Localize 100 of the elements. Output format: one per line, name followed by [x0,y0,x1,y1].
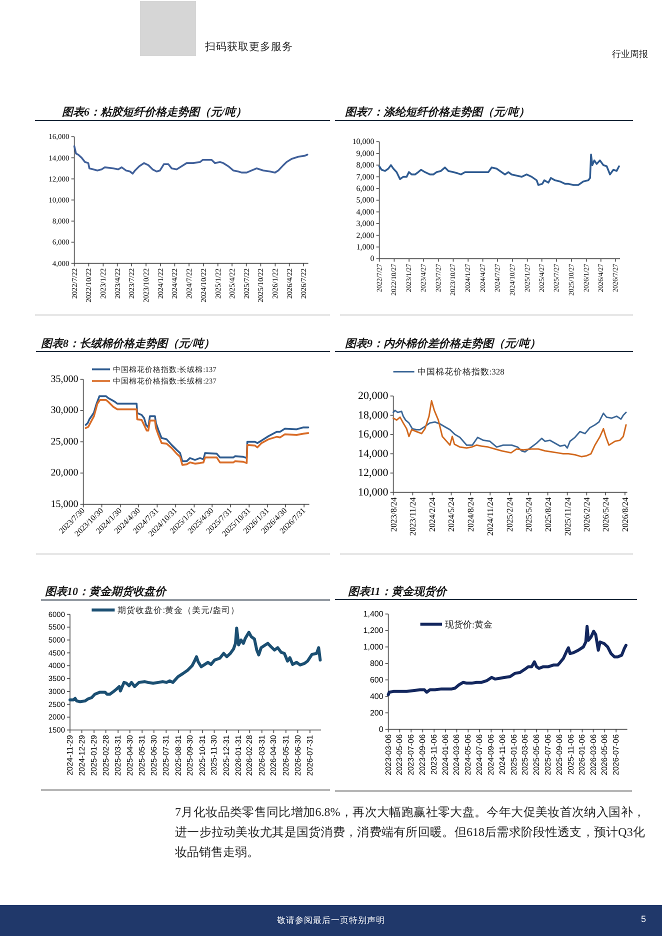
x-tick-label: 2023/8/24 [388,496,398,532]
x-tick-label: 2025-08-31 [174,734,183,776]
x-tick-label: 2025-03-31 [114,734,123,776]
x-tick-label: 2024/8/24 [466,496,476,532]
x-tick-label: 2024/5/24 [446,496,456,532]
x-tick-label: 2026-01-31 [234,734,244,776]
x-tick-label: 2025-11-30 [210,734,219,776]
y-tick-label: 30,000 [50,405,78,416]
y-tick-label: 20,000 [358,390,389,402]
y-tick-label: 20,000 [50,468,78,479]
x-tick-label: 2024-03-06 [452,734,462,776]
legend-label: 中国棉花价格指数:328 [417,366,504,377]
x-tick-label: 2025-01-06 [509,734,518,776]
y-tick-label: 8,000 [356,160,374,170]
y-tick-label: 1,000 [356,242,374,252]
chart-title: 图表8：长绒棉价格走势图（元/吨） [41,337,215,350]
y-tick-label: 9,000 [356,148,374,158]
y-tick-label: 15,000 [50,498,78,510]
x-tick-label: 2026-07-31 [305,734,314,776]
y-tick-label: 6,000 [356,184,374,193]
legend-label: 期货收盘价:黄金（美元/盎司） [118,605,240,615]
y-tick-label: 400 [370,692,384,701]
x-tick-label: 2025-03-06 [520,734,530,776]
y-tick-label: 7,000 [356,172,374,182]
x-tick-label: 2023-07-06 [406,734,416,776]
x-tick-label: 2026-07-06 [612,734,621,776]
text: 扫码获取更多服务 [205,41,293,54]
x-tick-label: 2026-05-06 [600,734,610,776]
x-tick-label: 2026/8/24 [620,496,630,532]
x-tick-label: 2026-03-31 [257,734,266,776]
x-tick-label: 2026-01-06 [578,734,587,776]
x-tick-label: 2025/11/24 [562,496,572,536]
x-tick-label: 2025-05-06 [532,734,541,776]
x-tick-label: 2025-02-28 [101,734,110,776]
x-tick-label: 2024/2/24 [427,496,438,532]
y-tick-label: 25,000 [50,436,78,448]
x-tick-label: 2024-01-06 [441,734,450,776]
x-tick-label: 2025/2/24 [504,496,515,532]
x-tick-label: 2026/2/24 [582,496,592,532]
x-tick-label: 2025/5/24 [523,496,534,532]
y-tick-label: 1,000 [363,642,384,652]
y-tick-label: 16,000 [358,428,389,441]
chart-title: 图表7：涤纶短纤价格走势图（元/吨） [345,106,530,118]
x-tick-label: 2025-01-29 [90,734,99,776]
y-tick-label: 12,000 [358,467,389,480]
y-tick-label: 10,000 [358,486,389,498]
line-series [73,145,308,175]
text: 7月化妆品类零售同比增加6.8%，再次大幅跑赢社零大盘。今年大促美妆首次纳入国补，进一步拉动美妆尤其是国货消费，消费端有所回暖。但618后需求阶段性透支，预计Q3化妆品销售走弱。 [175,804,645,861]
x-tick-label: 2023-11-06 [430,734,439,775]
x-tick-label: 2025-12-31 [222,734,231,776]
x-tick-label: 2026-06-30 [293,734,302,776]
x-tick-label: 2025-09-30 [186,734,195,776]
y-tick-label: 5,000 [356,196,374,205]
y-tick-label: 800 [370,658,384,668]
x-tick-label: 2024-11-06 [498,734,508,775]
y-tick-label: 0 [378,724,384,734]
line-series [68,626,322,704]
x-tick-label: 2025-11-06 [566,734,576,775]
x-tick-label: 2025-07-06 [543,734,552,776]
x-tick-label: 2023-05-06 [395,734,404,776]
x-tick-label: 2023/11/24 [408,496,418,536]
x-tick-label: 2026-04-30 [269,734,278,776]
x-tick-label: 2026-02-28 [245,734,254,776]
chart-title: 图表11：黄金现货价 [348,585,448,598]
chart-title: 图表6：粘胶短纤价格走势图（元/吨） [62,106,247,118]
y-tick-label: 10,000 [352,137,374,146]
x-tick-label: 2026-03-06 [588,734,598,776]
y-tick-label: 0 [370,254,374,264]
text: 5 [640,914,646,925]
text: 行业周报 [612,49,648,60]
line-series [392,410,627,453]
x-tick-label: 2024-09-06 [486,734,496,776]
x-tick-label: 2024/11/24 [485,496,496,536]
x-tick-label: 2025-10-31 [198,734,207,776]
x-tick-label: 2025-07-31 [162,734,171,776]
legend-label: 现货价:黄金 [445,619,493,630]
y-tick-label: 35,000 [50,374,78,385]
x-tick-label: 2023-03-06 [384,734,393,776]
x-tick-label: 2023-09-06 [418,734,428,776]
y-tick-label: 200 [370,708,384,718]
x-tick-label: 2024-12-29 [77,734,86,776]
x-tick-label: 2025-04-30 [125,734,134,776]
x-tick-label: 2024-11-29 [66,734,74,776]
chart-title: 图表9：内外棉价差价格走势图（元/吨） [345,337,541,350]
x-tick-label: 2025/8/24 [542,496,553,532]
x-tick-label: 2025-06-30 [149,734,158,776]
x-tick-label: 2026-05-31 [281,734,290,776]
x-tick-label: 2025-09-06 [554,734,564,776]
y-tick-label: 1,400 [363,610,384,618]
y-tick-label: 1,200 [363,626,384,635]
text: 敬请参阅最后一页特别声明 [277,915,385,926]
x-tick-label: 2026/5/24 [600,496,611,532]
line-series [392,400,627,458]
line-series [378,154,620,186]
y-tick-label: 600 [370,675,384,684]
y-tick-label: 14,000 [358,448,389,460]
x-tick-label: 2024-07-06 [475,734,484,776]
y-tick-label: 3,000 [356,219,374,228]
y-tick-label: 18,000 [358,409,389,422]
y-tick-label: 4,000 [356,207,374,216]
